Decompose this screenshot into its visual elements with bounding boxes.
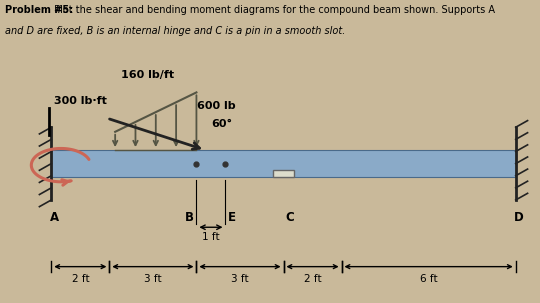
- Text: C: C: [285, 211, 294, 224]
- FancyBboxPatch shape: [273, 170, 294, 177]
- Text: 600 lb: 600 lb: [197, 101, 235, 111]
- Text: Problem #5:: Problem #5:: [5, 5, 73, 15]
- Text: 2 ft: 2 ft: [303, 274, 321, 284]
- Text: 60°: 60°: [212, 119, 233, 129]
- Text: 6 ft: 6 ft: [420, 274, 437, 284]
- Text: B: B: [185, 211, 194, 224]
- Text: E: E: [228, 211, 235, 224]
- Text: D: D: [514, 211, 523, 224]
- Text: 2 ft: 2 ft: [71, 274, 89, 284]
- FancyBboxPatch shape: [51, 150, 516, 177]
- Text: and D are fixed, B is an internal hinge and C is a pin in a smooth slot.: and D are fixed, B is an internal hinge …: [5, 26, 346, 36]
- Text: A: A: [50, 211, 58, 224]
- Text: 1 ft: 1 ft: [202, 232, 220, 242]
- Text: 3 ft: 3 ft: [231, 274, 249, 284]
- Text: 3 ft: 3 ft: [144, 274, 161, 284]
- Text: 300 lb·ft: 300 lb·ft: [54, 96, 107, 106]
- Text: 160 lb/ft: 160 lb/ft: [120, 70, 174, 80]
- Text: Plot the shear and bending moment diagrams for the compound beam shown. Supports: Plot the shear and bending moment diagra…: [51, 5, 495, 15]
